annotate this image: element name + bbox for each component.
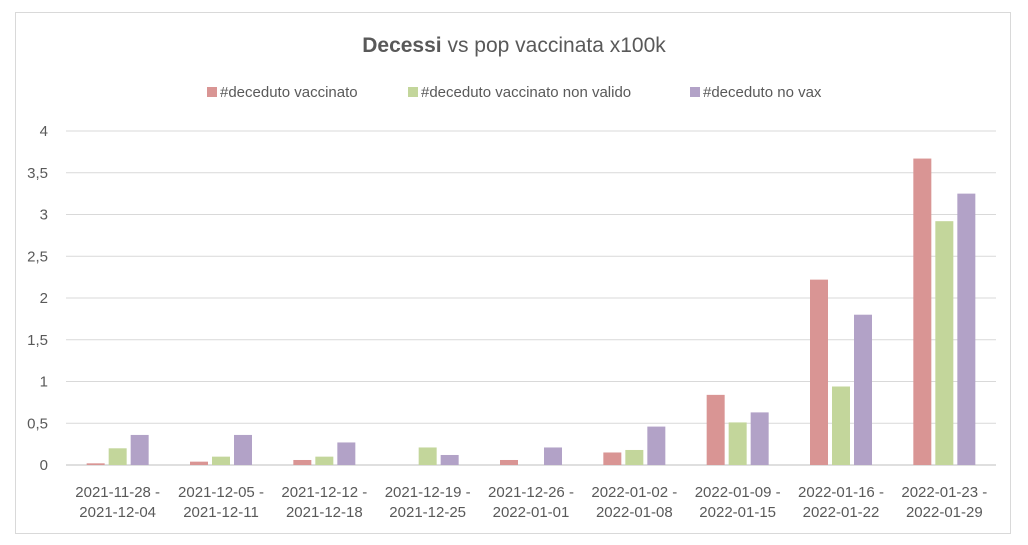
bar [293, 459, 312, 465]
chart-title-rest: vs pop vaccinata x100k [442, 34, 667, 57]
x-tick-label: 2021-12-19 - [385, 484, 471, 501]
y-tick-label: 1 [40, 374, 48, 391]
legend-swatch [690, 87, 700, 97]
bar [234, 434, 252, 465]
bar [832, 386, 850, 465]
legend-label: #deceduto vaccinato [220, 84, 358, 101]
bars [86, 158, 976, 465]
legend-label: #deceduto vaccinato non valido [421, 84, 631, 101]
bar [544, 447, 562, 465]
y-tick-label: 3 [40, 207, 48, 224]
y-tick-label: 3,5 [27, 165, 48, 182]
bar [706, 394, 725, 465]
x-tick-label: 2022-01-23 - [901, 484, 987, 501]
x-tick-label: 2021-12-18 [286, 504, 363, 521]
legend-swatch [207, 87, 217, 97]
bar [500, 459, 518, 465]
y-tick-label: 4 [40, 123, 48, 140]
bar [130, 434, 149, 465]
x-tick-label: 2021-11-28 - [75, 484, 160, 501]
bar [647, 426, 666, 465]
bar [108, 448, 127, 465]
x-tick-label: 2022-01-29 [906, 504, 983, 521]
bar [750, 412, 769, 465]
bar [418, 447, 437, 465]
legend-label: #deceduto no vax [703, 84, 822, 101]
x-tick-label: 2021-12-25 [389, 504, 466, 521]
chart-title-bold: Decessi [362, 34, 441, 57]
x-tick-label: 2022-01-09 - [695, 484, 781, 501]
y-axis-ticks: 0 0,5 1 1,5 2 2,5 3 3,5 4 [27, 123, 48, 474]
x-tick-label: 2021-12-26 - [488, 484, 574, 501]
x-tick-label: 2021-12-04 [79, 504, 156, 521]
y-tick-label: 1,5 [27, 332, 48, 349]
bar [957, 193, 976, 465]
x-tick-label: 2022-01-01 [493, 504, 570, 521]
x-tick-label: 2021-12-05 - [178, 484, 264, 501]
y-tick-label: 0 [40, 457, 48, 474]
x-tick-label: 2022-01-22 [803, 504, 880, 521]
legend: #deceduto vaccinato #deceduto vaccinato n… [207, 84, 822, 101]
x-tick-label: 2021-12-11 [183, 504, 259, 521]
y-tick-label: 2 [40, 290, 48, 307]
x-tick-label: 2022-01-02 - [591, 484, 677, 501]
legend-swatch [408, 87, 418, 97]
bar [315, 456, 334, 465]
bar [810, 279, 828, 465]
y-tick-label: 0,5 [27, 415, 48, 432]
bar [913, 158, 932, 465]
bar [337, 442, 356, 465]
y-tick-label: 2,5 [27, 248, 48, 265]
bar [212, 456, 230, 465]
bar [625, 449, 644, 465]
bar [935, 221, 954, 465]
bar [728, 422, 747, 465]
bar [603, 452, 622, 465]
x-axis-ticks: 2021-11-28 - 2021-12-04 2021-12-05 - 2021-1… [75, 484, 987, 521]
x-tick-label: 2022-01-08 [596, 504, 673, 521]
bar [854, 314, 872, 465]
chart-title: Decessi vs pop vaccinata x100k [362, 34, 666, 57]
bar [440, 454, 459, 465]
x-tick-label: 2022-01-15 [699, 504, 776, 521]
x-tick-label: 2021-12-12 - [281, 484, 367, 501]
bar [190, 461, 208, 465]
bar [86, 463, 105, 465]
x-tick-label: 2022-01-16 - [798, 484, 884, 501]
